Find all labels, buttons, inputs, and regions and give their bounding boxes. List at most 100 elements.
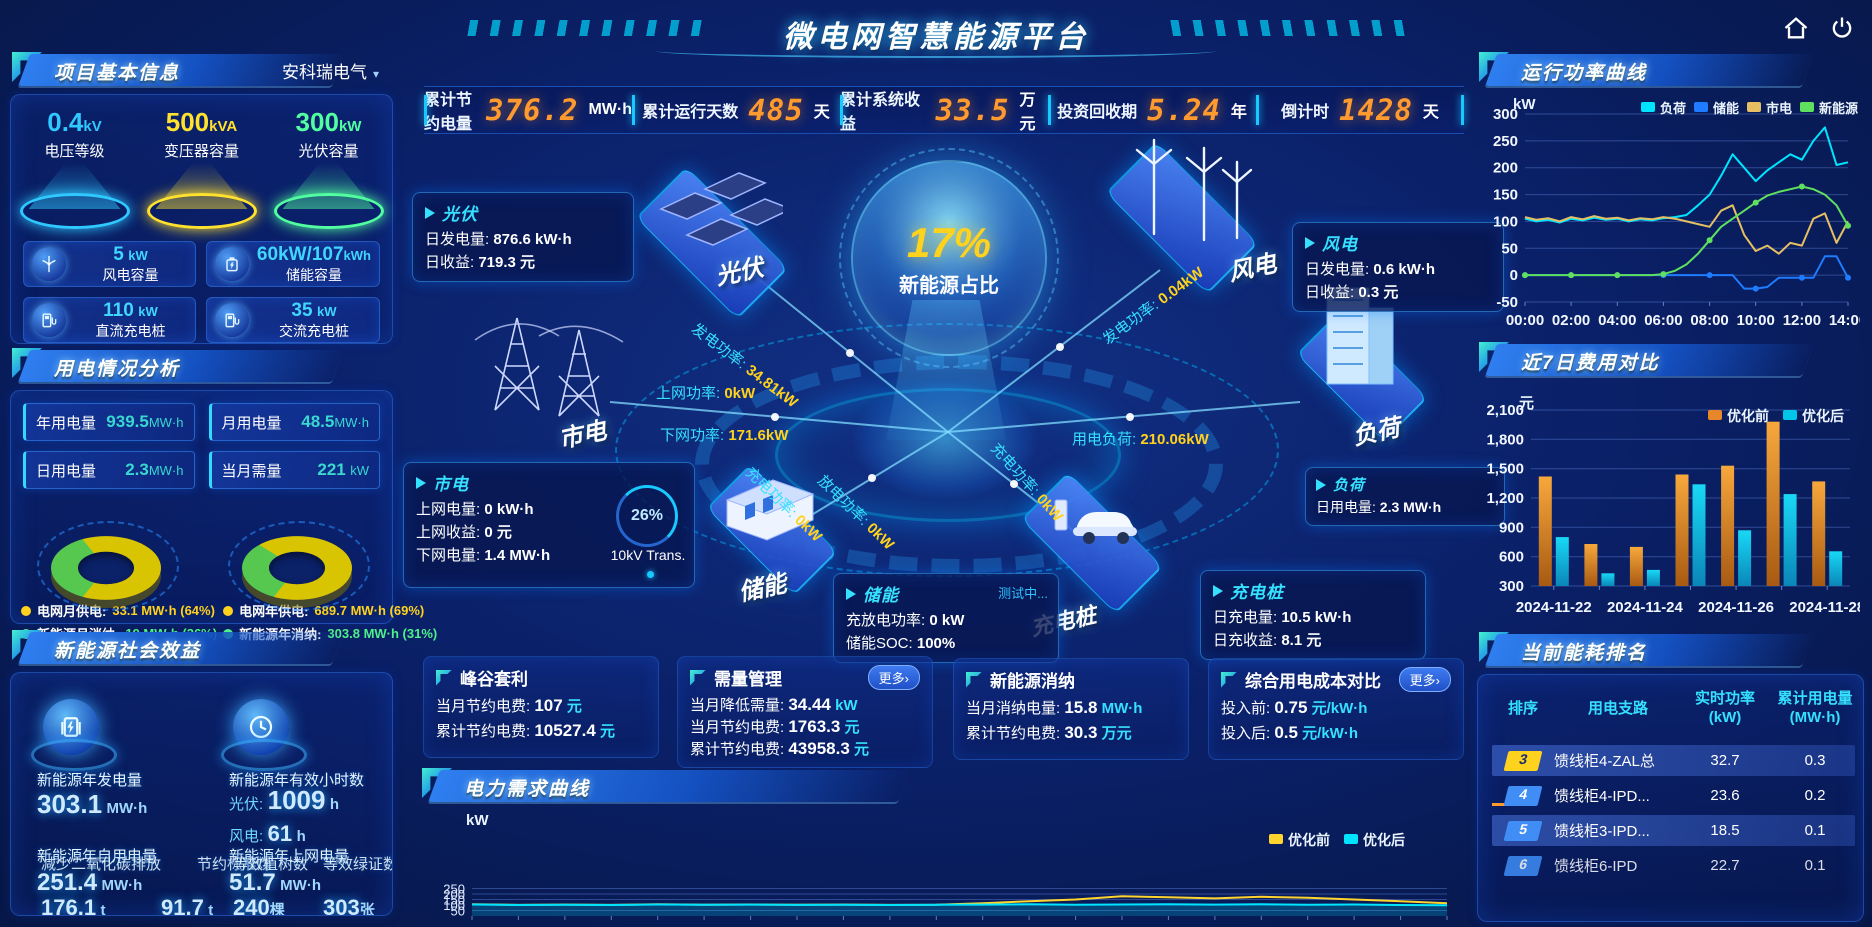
svg-text:04:00: 04:00: [734, 925, 767, 927]
renewable-share-label: 新能源占比: [899, 274, 999, 297]
legend-item[interactable]: 优化前: [1708, 406, 1769, 426]
legend-item[interactable]: 市电: [1746, 98, 1792, 117]
legend-item[interactable]: 储能: [1693, 98, 1739, 117]
benefit-ongrid-value: 51.7 MW·h: [229, 869, 321, 896]
svg-text:12:00: 12:00: [1783, 312, 1821, 328]
benefit-co2-label: 减少二氧化碳排放: [41, 856, 162, 873]
kpi-payback: 投资回收期 5.24 年: [1048, 87, 1256, 133]
ranking-row[interactable]: 4 馈线柜4-IPD... 23.6 0.2: [1492, 780, 1855, 811]
card-peak-valley: 峰谷套利 当月节约电费: 107 元 累计节约电费: 10527.4 元: [423, 656, 659, 758]
panel-renewable-benefit: 新能源社会效益 新能源年发电量 303.1 MW·h 新能源年有效小时数 光伏:…: [10, 630, 393, 916]
stat-ac-charger: 35 kW 交流充电桩: [205, 297, 380, 343]
flow-load-power: 用电负荷: 210.06kW: [1072, 431, 1209, 448]
wind-turbine-icon: [32, 247, 66, 281]
svg-text:12:40: 12:40: [1338, 925, 1371, 927]
flag-icon: [1221, 671, 1237, 688]
more-button[interactable]: 更多›: [1398, 667, 1451, 692]
header-decor-right: [1166, 20, 1416, 36]
benefit-self-value: 251.4 MW·h: [37, 869, 143, 896]
svg-text:06:40: 06:40: [920, 925, 953, 927]
home-icon[interactable]: [1782, 14, 1810, 42]
card-cost-compare: 综合用电成本对比 更多› 投入前: 0.75 元/kW·h 投入后: 0.5 元…: [1208, 658, 1464, 760]
svg-text:01:20: 01:20: [549, 925, 582, 927]
panel-title: 运行功率曲线: [1521, 63, 1648, 84]
ev-car-icon: [1054, 499, 1137, 544]
svg-text:50: 50: [451, 904, 465, 919]
kpi-saved-energy: 累计节约电量 376.2 MW·h: [424, 87, 632, 133]
company-dropdown[interactable]: 安科瑞电气 ▾: [281, 63, 379, 82]
runpower-legend: 负荷 储能 市电 新能源: [1640, 98, 1858, 117]
legend-item[interactable]: 新能源: [1799, 98, 1858, 117]
panel-energy-ranking: 当前能耗排名 排序 用电支路 实时功率 (kW) 累计用电量 (MW·h) 3 馈线…: [1477, 632, 1864, 922]
svg-text:14:00: 14:00: [1431, 925, 1461, 927]
panel-title: 当前能耗排名: [1521, 643, 1648, 664]
stat-dc-charger: 110 kW 直流充电桩: [23, 297, 196, 343]
svg-text:2024-11-24: 2024-11-24: [1607, 599, 1684, 616]
transformer-label: 10kV Trans.: [610, 547, 686, 563]
generator-icon: [31, 699, 117, 771]
card-wind: 风电 日发电量: 0.6 kW·h 日收益: 0.3 元: [1292, 222, 1504, 312]
svg-text:-50: -50: [1496, 294, 1518, 311]
transformer-load-ring: 26%: [616, 485, 678, 547]
svg-text:250: 250: [1493, 133, 1518, 150]
svg-text:150: 150: [1493, 187, 1518, 204]
svg-text:200: 200: [443, 887, 465, 902]
ranking-row[interactable]: 5 馈线柜3-IPD... 18.5 0.1: [1492, 815, 1855, 846]
chevron-right-icon: [846, 587, 856, 600]
more-button[interactable]: 更多›: [867, 665, 920, 690]
ranking-row[interactable]: 3 馈线柜4-ZAL总 32.7 0.3: [1492, 745, 1855, 776]
storage-testing-tag: 测试中...: [998, 586, 1048, 601]
benefit-wind-hours: 风电: 61 h: [229, 821, 306, 846]
stat-month-demand: 当月需量 221 kW: [208, 451, 380, 489]
benefit-gen-value: 303.1 MW·h: [37, 789, 148, 819]
svg-text:300: 300: [1499, 578, 1524, 595]
ranking-row[interactable]: 6 馈线柜6-IPD 22.7 0.1: [1492, 850, 1855, 881]
svg-text:11:20: 11:20: [1246, 925, 1278, 927]
panel-title: 用电情况分析: [54, 359, 181, 380]
svg-text:2024-11-26: 2024-11-26: [1698, 599, 1774, 616]
kpi-bar: 累计节约电量 376.2 MW·h 累计运行天数 485 天 累计系统收益 33.5 万元 …: [424, 86, 1464, 134]
legend-item[interactable]: 优化后: [1344, 830, 1405, 850]
svg-text:1,800: 1,800: [1486, 431, 1524, 448]
benefit-hours-label: 新能源年有效小时数: [229, 772, 365, 789]
svg-text:08:00: 08:00: [1690, 312, 1728, 328]
run-power-chart: -50 0 50 100 150 200 250 300 00:00 02:00 04:00 06:0…: [1477, 106, 1867, 333]
svg-text:06:00: 06:00: [874, 925, 907, 927]
stat-year-usage: 年用电量 939.5MW·h: [23, 403, 195, 441]
flow-feedin-power: 上网功率: 0kW: [656, 385, 756, 402]
panel-run-power: 运行功率曲线 kW 负荷 储能 市电 新能源 -50 0 50 100 150 200 25…: [1477, 52, 1867, 333]
capacity-cones: 0.4kV 电压等级 500kVA 变压器容量 300kW 光伏容量: [11, 95, 392, 229]
cone-voltage: 0.4kV 电压等级: [16, 107, 134, 229]
chevron-right-icon: [1316, 478, 1326, 491]
svg-text:04:00: 04:00: [1598, 312, 1636, 328]
demand-y-axis-name: kW: [466, 812, 489, 829]
svg-text:06:00: 06:00: [1644, 312, 1682, 328]
dc-charger-icon: [32, 303, 66, 337]
svg-text:00:00: 00:00: [456, 925, 489, 927]
stat-day-usage: 日用电量 2.3MW·h: [23, 451, 195, 489]
legend-item[interactable]: 优化前: [1269, 830, 1330, 850]
card-grid: 市电 上网电量: 0 kW·h 上网收益: 0 元 下网电量: 1.4 MW·h…: [403, 462, 695, 588]
core-glow: [820, 360, 1070, 520]
benefit-trees-value: 240棵: [233, 895, 285, 916]
benefit-self-label: 新能源年自用电量: [37, 848, 158, 865]
rank-badge: 6: [1503, 855, 1543, 876]
svg-text:04:40: 04:40: [781, 925, 814, 927]
card-pv: 光伏 日发电量: 876.6 kW·h 日收益: 719.3 元: [412, 192, 634, 282]
benefit-ongrid-label: 新能源年上网电量: [229, 848, 350, 865]
kpi-system-revenue: 累计系统收益 33.5 万元: [840, 87, 1048, 133]
benefit-coal-value: 91.7 t: [161, 895, 214, 916]
power-icon[interactable]: [1828, 14, 1856, 42]
svg-text:14:00: 14:00: [1829, 312, 1860, 328]
benefit-certs-value: 303张: [323, 895, 375, 916]
svg-text:50: 50: [1501, 240, 1518, 257]
kpi-countdown: 倒计时 1428 天: [1256, 87, 1464, 133]
legend-item[interactable]: 优化后: [1783, 406, 1844, 426]
renewable-share-pct: 17%: [906, 218, 992, 266]
battery-container-icon: [725, 479, 815, 541]
legend-item[interactable]: 负荷: [1640, 98, 1686, 117]
card-storage: 储能 测试中... 充放电功率: 0 kW 储能SOC: 100%: [833, 573, 1059, 663]
stat-wind-capacity: 5 kW 风电容量: [23, 241, 196, 287]
chevron-right-icon: [1305, 236, 1315, 249]
